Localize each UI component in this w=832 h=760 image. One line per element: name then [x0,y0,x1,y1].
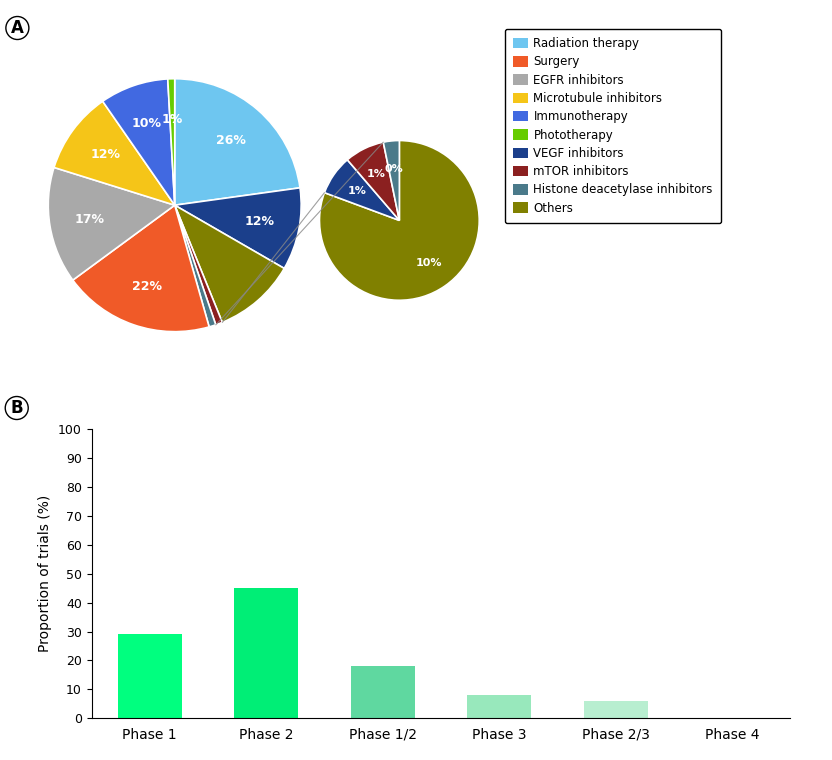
Y-axis label: Proportion of trials (%): Proportion of trials (%) [38,496,52,652]
Text: 10%: 10% [131,117,161,131]
Text: 26%: 26% [216,134,246,147]
Wedge shape [168,79,175,205]
Bar [118,635,181,718]
Text: 10%: 10% [416,258,443,268]
Text: 12%: 12% [244,215,274,228]
Bar [468,695,531,718]
Text: 1%: 1% [161,112,183,125]
Text: $\bf{A}$: $\bf{A}$ [10,19,25,37]
Text: 1%: 1% [367,169,386,179]
Text: 12%: 12% [91,147,121,161]
Bar [351,667,415,718]
Wedge shape [102,79,175,205]
Wedge shape [347,142,399,220]
Wedge shape [319,141,479,300]
Text: 0%: 0% [384,163,404,174]
Wedge shape [175,188,301,268]
Text: 22%: 22% [131,280,161,293]
Bar [583,701,648,718]
Text: 1%: 1% [347,185,366,196]
Wedge shape [175,205,285,322]
Wedge shape [175,79,300,205]
Wedge shape [384,141,399,220]
Legend: Radiation therapy, Surgery, EGFR inhibitors, Microtubule inhibitors, Immunothera: Radiation therapy, Surgery, EGFR inhibit… [505,29,721,223]
Bar [235,588,298,718]
Wedge shape [48,167,175,280]
Wedge shape [175,205,215,327]
Text: $\bf{B}$: $\bf{B}$ [10,399,23,417]
Wedge shape [175,205,222,325]
Wedge shape [73,205,209,331]
Wedge shape [54,101,175,205]
Wedge shape [324,160,399,220]
Text: 17%: 17% [75,213,105,226]
